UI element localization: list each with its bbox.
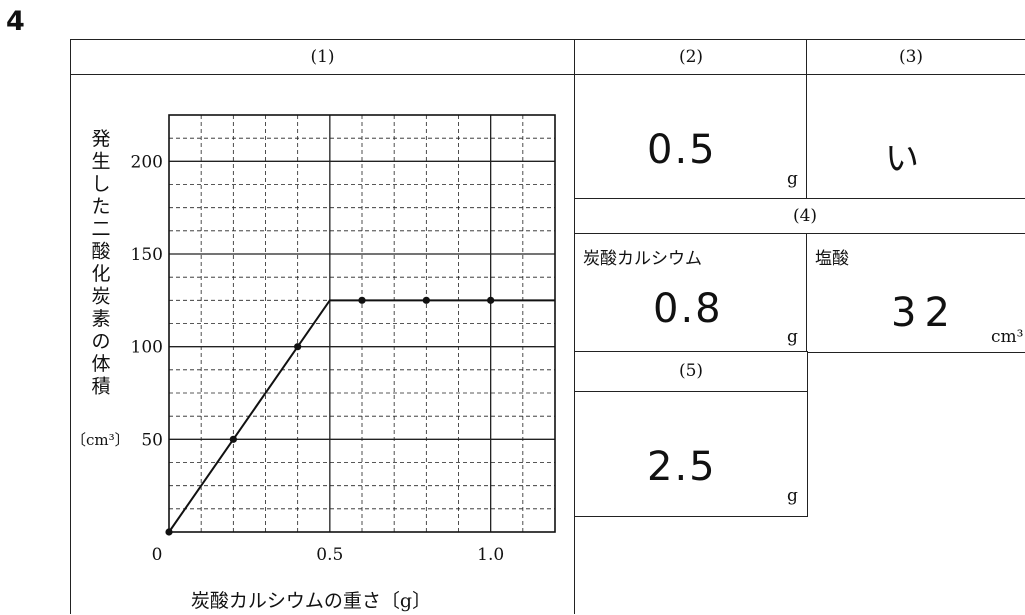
q5-answer-cell: 2.5 g [574,391,808,517]
q3-answer-cell: い [806,74,1025,200]
q3-answer-value: い [885,139,921,179]
q4-calcium-value: 0.8 [653,286,723,332]
q2-answer-value: 0.5 [647,127,717,173]
y-axis-label-char: 素 [91,308,110,330]
graph-ticks: 0 0.5 1.0 50 100 150 200 [131,152,505,565]
plot-frame [168,114,556,533]
q1-graph-cell: 0 0.5 1.0 50 100 150 200 発生した二酸化炭素の体積 〔cm³〕 炭酸… [70,74,575,614]
q1-header-cell: (1) [70,39,575,76]
x-tick-label: 0 [152,545,163,565]
q5-header-cell: (5) [574,351,808,393]
y-axis-label: 発生した二酸化炭素の体積 [91,128,110,398]
data-point [294,343,302,351]
y-axis-label-char: 積 [91,376,110,398]
graph-grid [169,115,555,532]
q4-calcium-cell: 炭酸カルシウム 0.8 g [574,233,808,353]
question-number: 4 [6,6,25,37]
y-axis-label-char: 体 [91,353,110,375]
data-point [229,435,237,443]
data-point [358,296,366,304]
graph-series [165,296,555,536]
q4-acid-unit: cm³ [991,327,1024,347]
y-tick-label: 100 [131,338,163,358]
q2-answer-unit: g [787,169,798,189]
y-axis-label-char: 酸 [91,241,110,263]
q3-header-cell: (3) [806,39,1025,76]
y-axis-label-char: 生 [91,151,110,173]
data-point [165,528,173,536]
q4-header-cell: (4) [574,198,1025,235]
y-tick-label: 50 [141,430,163,450]
q4-acid-value: 32 [891,290,958,336]
q5-answer-unit: g [787,486,798,506]
x-axis-label: 炭酸カルシウムの重さ〔g〕 [191,590,431,612]
q4-acid-label: 塩酸 [815,249,849,269]
data-point [487,296,495,304]
q4-header: (4) [792,206,818,226]
q4-calcium-unit: g [787,327,798,347]
q3-header: (3) [898,47,924,67]
series-line [168,299,555,533]
q5-answer-value: 2.5 [647,444,717,490]
y-axis-label-char: 発 [91,128,110,150]
y-tick-label: 200 [131,152,163,172]
y-axis-label-char: し [91,173,110,195]
x-tick-label: 0.5 [316,545,343,565]
q4-calcium-label: 炭酸カルシウム [583,249,702,269]
graph-axes [168,114,556,533]
x-tick-label: 1.0 [477,545,504,565]
y-axis-label-char: 二 [91,218,110,240]
y-axis-label-char: 炭 [91,286,110,308]
y-axis-unit: 〔cm³〕 [71,431,130,449]
q2-header: (2) [678,47,704,67]
y-axis-label-char: た [91,196,110,218]
q2-answer-cell: 0.5 g [574,74,808,200]
data-point [422,296,430,304]
q4-acid-cell: 塩酸 32 cm³ [806,233,1025,353]
q1-header: (1) [310,47,335,67]
y-axis-label-char: の [91,331,110,353]
q5-header: (5) [678,361,704,381]
y-axis-label-char: 化 [91,263,110,285]
q2-header-cell: (2) [574,39,808,76]
y-tick-label: 150 [131,245,163,265]
